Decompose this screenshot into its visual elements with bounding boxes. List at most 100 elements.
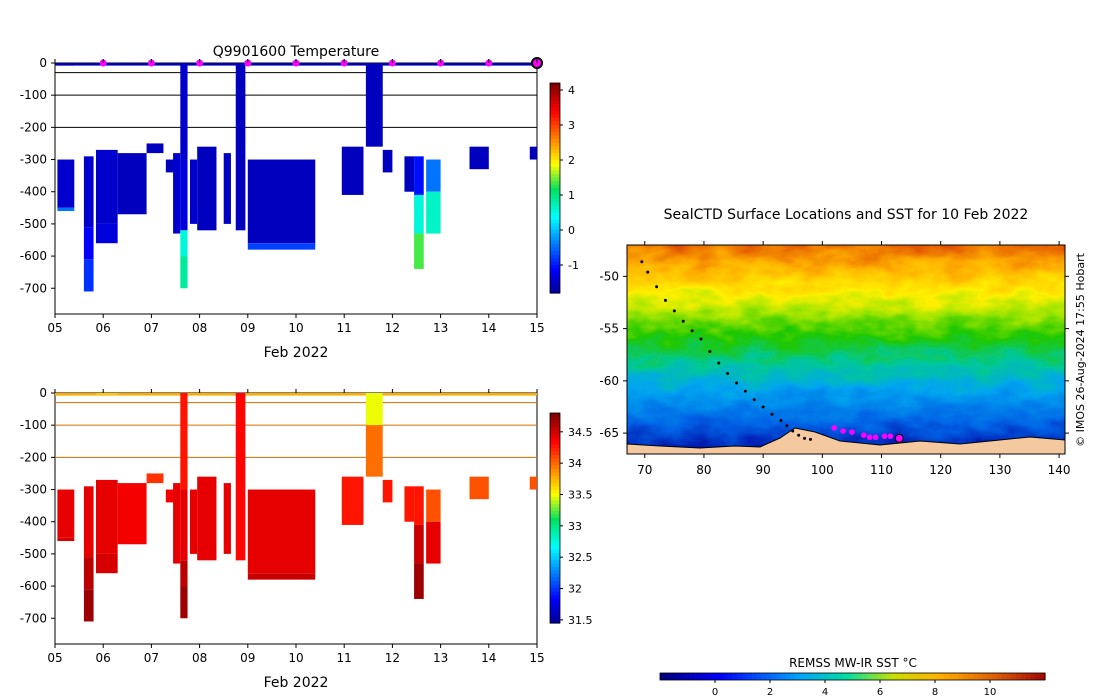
track-point bbox=[726, 372, 730, 376]
sst-colorbar-cell bbox=[804, 673, 810, 680]
profile-segment bbox=[235, 63, 246, 231]
colorbar-cell bbox=[550, 83, 560, 88]
sst-colorbar-cell bbox=[958, 673, 964, 680]
colorbar-cell bbox=[550, 230, 560, 235]
salinity-profiles bbox=[57, 393, 537, 622]
profile-segment bbox=[117, 153, 147, 215]
sst-colorbar-cell bbox=[688, 673, 695, 680]
colorbar-cell bbox=[550, 240, 560, 245]
profile-segment bbox=[529, 476, 537, 490]
sst-colorbar-cell bbox=[703, 673, 709, 680]
sst-colorbar-cell bbox=[934, 673, 940, 680]
colorbar-cell bbox=[550, 237, 560, 242]
x-tick-label: 14 bbox=[481, 321, 496, 335]
salinity-x-label: Feb 2022 bbox=[264, 675, 329, 691]
sst-colorbar-tick-label: 6 bbox=[877, 687, 883, 698]
track-point bbox=[717, 361, 721, 365]
profile-segment bbox=[247, 243, 316, 250]
x-tick-label: 08 bbox=[192, 321, 207, 335]
profile-segment bbox=[247, 159, 316, 244]
colorbar-cell bbox=[550, 188, 560, 193]
profile-segment bbox=[83, 589, 94, 622]
sst-colorbar-cell bbox=[674, 673, 680, 680]
colorbar-cell bbox=[550, 472, 560, 477]
track-point bbox=[699, 337, 703, 341]
colorbar-cell bbox=[550, 104, 560, 109]
sst-colorbar-cell bbox=[780, 673, 786, 680]
colorbar-cell bbox=[550, 209, 560, 214]
sst-colorbar-cell bbox=[708, 673, 714, 680]
x-tick-label: 10 bbox=[288, 321, 303, 335]
y-tick-label: -600 bbox=[20, 249, 47, 263]
colorbar-cell bbox=[550, 128, 560, 133]
colorbar-cell bbox=[550, 114, 560, 119]
sst-colorbar-cell bbox=[799, 673, 805, 680]
profile-segment bbox=[180, 256, 188, 289]
colorbar-cell bbox=[550, 518, 560, 523]
sst-colorbar-cell bbox=[1025, 673, 1032, 680]
salinity-depth-lines bbox=[55, 393, 537, 458]
colorbar-cell bbox=[550, 437, 560, 442]
colorbar-cell bbox=[550, 153, 560, 158]
track-point bbox=[655, 285, 659, 289]
colorbar-cell bbox=[550, 261, 560, 266]
profile-segment bbox=[95, 149, 118, 224]
y-tick-label: -400 bbox=[20, 185, 47, 199]
sst-colorbar-cell bbox=[910, 673, 916, 680]
track-point bbox=[797, 433, 801, 437]
colorbar-cell bbox=[550, 170, 560, 175]
y-tick-label: -300 bbox=[20, 483, 47, 497]
x-tick-label: 13 bbox=[433, 321, 448, 335]
profile-segment bbox=[341, 146, 364, 195]
x-tick-label: 09 bbox=[240, 321, 255, 335]
profile-segment bbox=[83, 486, 94, 558]
sst-colorbar-cell bbox=[741, 673, 748, 680]
sst-colorbar-cell bbox=[982, 673, 988, 680]
colorbar-tick-label: 0 bbox=[568, 224, 575, 237]
colorbar-cell bbox=[550, 497, 560, 502]
sst-colorbar-tick-label: 4 bbox=[822, 687, 828, 698]
sst-colorbar-cell bbox=[679, 673, 685, 680]
colorbar-cell bbox=[550, 279, 560, 284]
surface-strip bbox=[55, 393, 537, 396]
map-longitude-ticks: 70 80 90 100 110 120 130 140 bbox=[637, 241, 1071, 477]
colorbar-cell bbox=[550, 577, 560, 582]
track-point bbox=[735, 381, 738, 385]
colorbar-cell bbox=[550, 258, 560, 263]
colorbar-cell bbox=[550, 525, 560, 530]
track-point bbox=[640, 260, 644, 264]
colorbar-cell bbox=[550, 265, 560, 270]
profile-segment bbox=[223, 483, 231, 554]
sst-colorbar-cell bbox=[712, 673, 719, 680]
lon-tick-label: 120 bbox=[929, 463, 952, 477]
y-tick-label: -200 bbox=[20, 120, 47, 134]
colorbar-cell bbox=[550, 272, 560, 277]
colorbar-cell bbox=[550, 574, 560, 579]
sst-colorbar-cell bbox=[660, 673, 666, 680]
sst-colorbar-cell bbox=[968, 673, 974, 680]
colorbar-cell bbox=[550, 97, 560, 102]
track-point bbox=[690, 329, 694, 333]
temperature-profiles bbox=[57, 63, 537, 292]
colorbar-cell bbox=[550, 486, 560, 491]
salinity-y-ticks: 0 -100 -200 -300 -400 -500 -600 -700 bbox=[20, 386, 55, 625]
sst-colorbar-cell bbox=[953, 673, 959, 680]
profile-segment bbox=[341, 476, 364, 525]
colorbar-cell bbox=[550, 535, 560, 540]
profile-segment bbox=[180, 393, 188, 490]
track-point bbox=[646, 270, 650, 274]
y-tick-label: -700 bbox=[20, 611, 47, 625]
sst-colorbar-tick-label: 8 bbox=[932, 687, 938, 698]
colorbar-cell bbox=[550, 455, 560, 460]
colorbar-cell bbox=[550, 598, 560, 603]
sst-colorbar-cell bbox=[756, 673, 762, 680]
sst-colorbar-cell bbox=[876, 673, 882, 680]
sst-colorbar-cell bbox=[761, 673, 767, 680]
sst-colorbar-cell bbox=[900, 673, 907, 680]
x-tick-label: 10 bbox=[288, 651, 303, 665]
sst-colorbar-cell bbox=[977, 673, 984, 680]
sst-colorbar-tick-label: 10 bbox=[984, 687, 997, 698]
colorbar-cell bbox=[550, 289, 560, 294]
sst-colorbar-cell bbox=[818, 673, 825, 680]
colorbar-cell bbox=[550, 539, 560, 544]
